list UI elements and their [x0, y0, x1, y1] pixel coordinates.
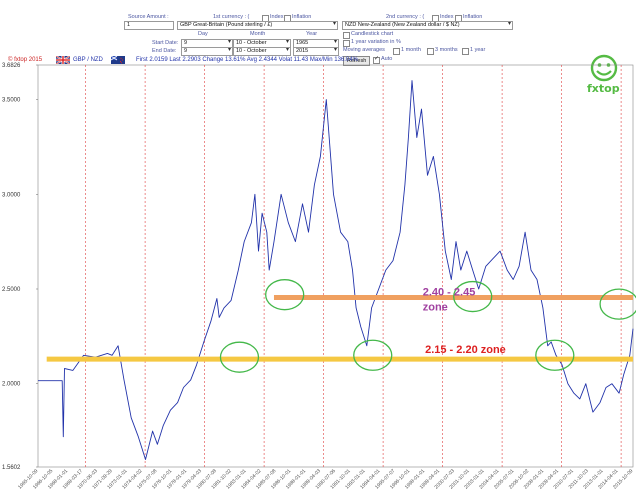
- day-label: Day: [198, 31, 208, 37]
- variation-checkbox[interactable]: [343, 40, 350, 47]
- ma-3m-checkbox[interactable]: [427, 48, 434, 55]
- highlight-circle: [219, 341, 260, 373]
- logo-text: fxtop: [587, 82, 620, 95]
- series-line: [38, 80, 634, 460]
- year-label: Year: [306, 31, 318, 37]
- end-month-select[interactable]: 10 - October: [233, 47, 291, 56]
- start-date-label: Start Date:: [152, 40, 179, 46]
- refresh-button[interactable]: Refresh: [343, 56, 371, 66]
- fxtop-logo: fxtop: [583, 54, 625, 104]
- second-inflation-label: Inflation: [463, 14, 483, 20]
- end-month-value: 10 - October: [236, 48, 267, 54]
- nzd-flag-icon: [111, 56, 125, 64]
- candlestick-checkbox[interactable]: [343, 32, 350, 39]
- start-day-value: 9: [184, 40, 188, 46]
- end-day-value: 9: [184, 48, 188, 54]
- y-tick-label: 3.5000: [2, 98, 21, 104]
- highlight-circle: [453, 280, 493, 313]
- y-tick-label: 2.0000: [2, 382, 21, 388]
- ma-1y-label: 1 year: [470, 47, 486, 53]
- annotation-lower-zone: 2.15 - 2.20 zone: [425, 344, 506, 356]
- second-index-label: Index: [440, 14, 454, 20]
- highlight-circle: [535, 339, 575, 371]
- highlight-circle: [599, 288, 636, 320]
- highlight-circle: [353, 339, 393, 371]
- first-currency-label: 1st currency : (: [213, 14, 250, 20]
- variation-label: 1 year variation in %: [351, 39, 401, 45]
- month-label: Month: [250, 31, 266, 37]
- annotation-upper-range: 2.40 - 2.45: [423, 286, 476, 298]
- stats-text: First 2.0159 Last 2.2903 Change 13.61% A…: [136, 57, 358, 63]
- ma-3m-label: 3 months: [435, 47, 458, 53]
- first-inflation-label: Inflation: [292, 14, 312, 20]
- auto-label: Auto: [381, 56, 393, 62]
- ma-1m-label: 1 month: [401, 47, 421, 53]
- start-year-value: 1965: [296, 40, 309, 46]
- end-year-select[interactable]: 2015: [293, 47, 339, 56]
- ma-1y-checkbox[interactable]: [462, 48, 469, 55]
- auto-checkbox[interactable]: [373, 55, 380, 64]
- first-index-label: Index: [270, 14, 284, 20]
- second-currency-value: NZD New-Zealand (New Zealand dollar / $ …: [345, 22, 460, 28]
- smiley-logo-icon: [590, 54, 618, 82]
- ma-1m-checkbox[interactable]: [393, 48, 400, 55]
- y-tick-label: 1.5602: [2, 465, 21, 471]
- gbp-flag-icon: [56, 56, 70, 64]
- copyright-text: © fxtop 2015: [8, 57, 43, 63]
- source-amount-label: Source Amount :: [128, 14, 169, 20]
- source-amount-input[interactable]: 1: [124, 21, 174, 30]
- y-tick-label: 3.6826: [2, 63, 21, 69]
- plot-frame: [37, 64, 634, 468]
- end-date-label: End Date:: [152, 48, 177, 54]
- second-currency-label: 2nd currency : (: [386, 14, 425, 20]
- candlestick-label: Candlestick chart: [351, 31, 394, 37]
- second-currency-select[interactable]: NZD New-Zealand (New Zealand dollar / $ …: [342, 21, 513, 30]
- first-currency-value: GBP Great-Britain (Pound sterling / £): [180, 22, 273, 28]
- highlight-circle: [265, 279, 305, 311]
- pair-label: GBP / NZD: [73, 57, 103, 63]
- first-currency-select[interactable]: GBP Great-Britain (Pound sterling / £): [177, 21, 338, 30]
- end-year-value: 2015: [296, 48, 309, 54]
- y-tick-label: 2.5000: [2, 287, 21, 293]
- y-tick-label: 3.0000: [2, 192, 21, 198]
- moving-averages-label: Moving averages: [343, 47, 385, 53]
- start-month-value: 10 - October: [236, 40, 267, 46]
- annotation-upper-zone: zone: [423, 301, 448, 313]
